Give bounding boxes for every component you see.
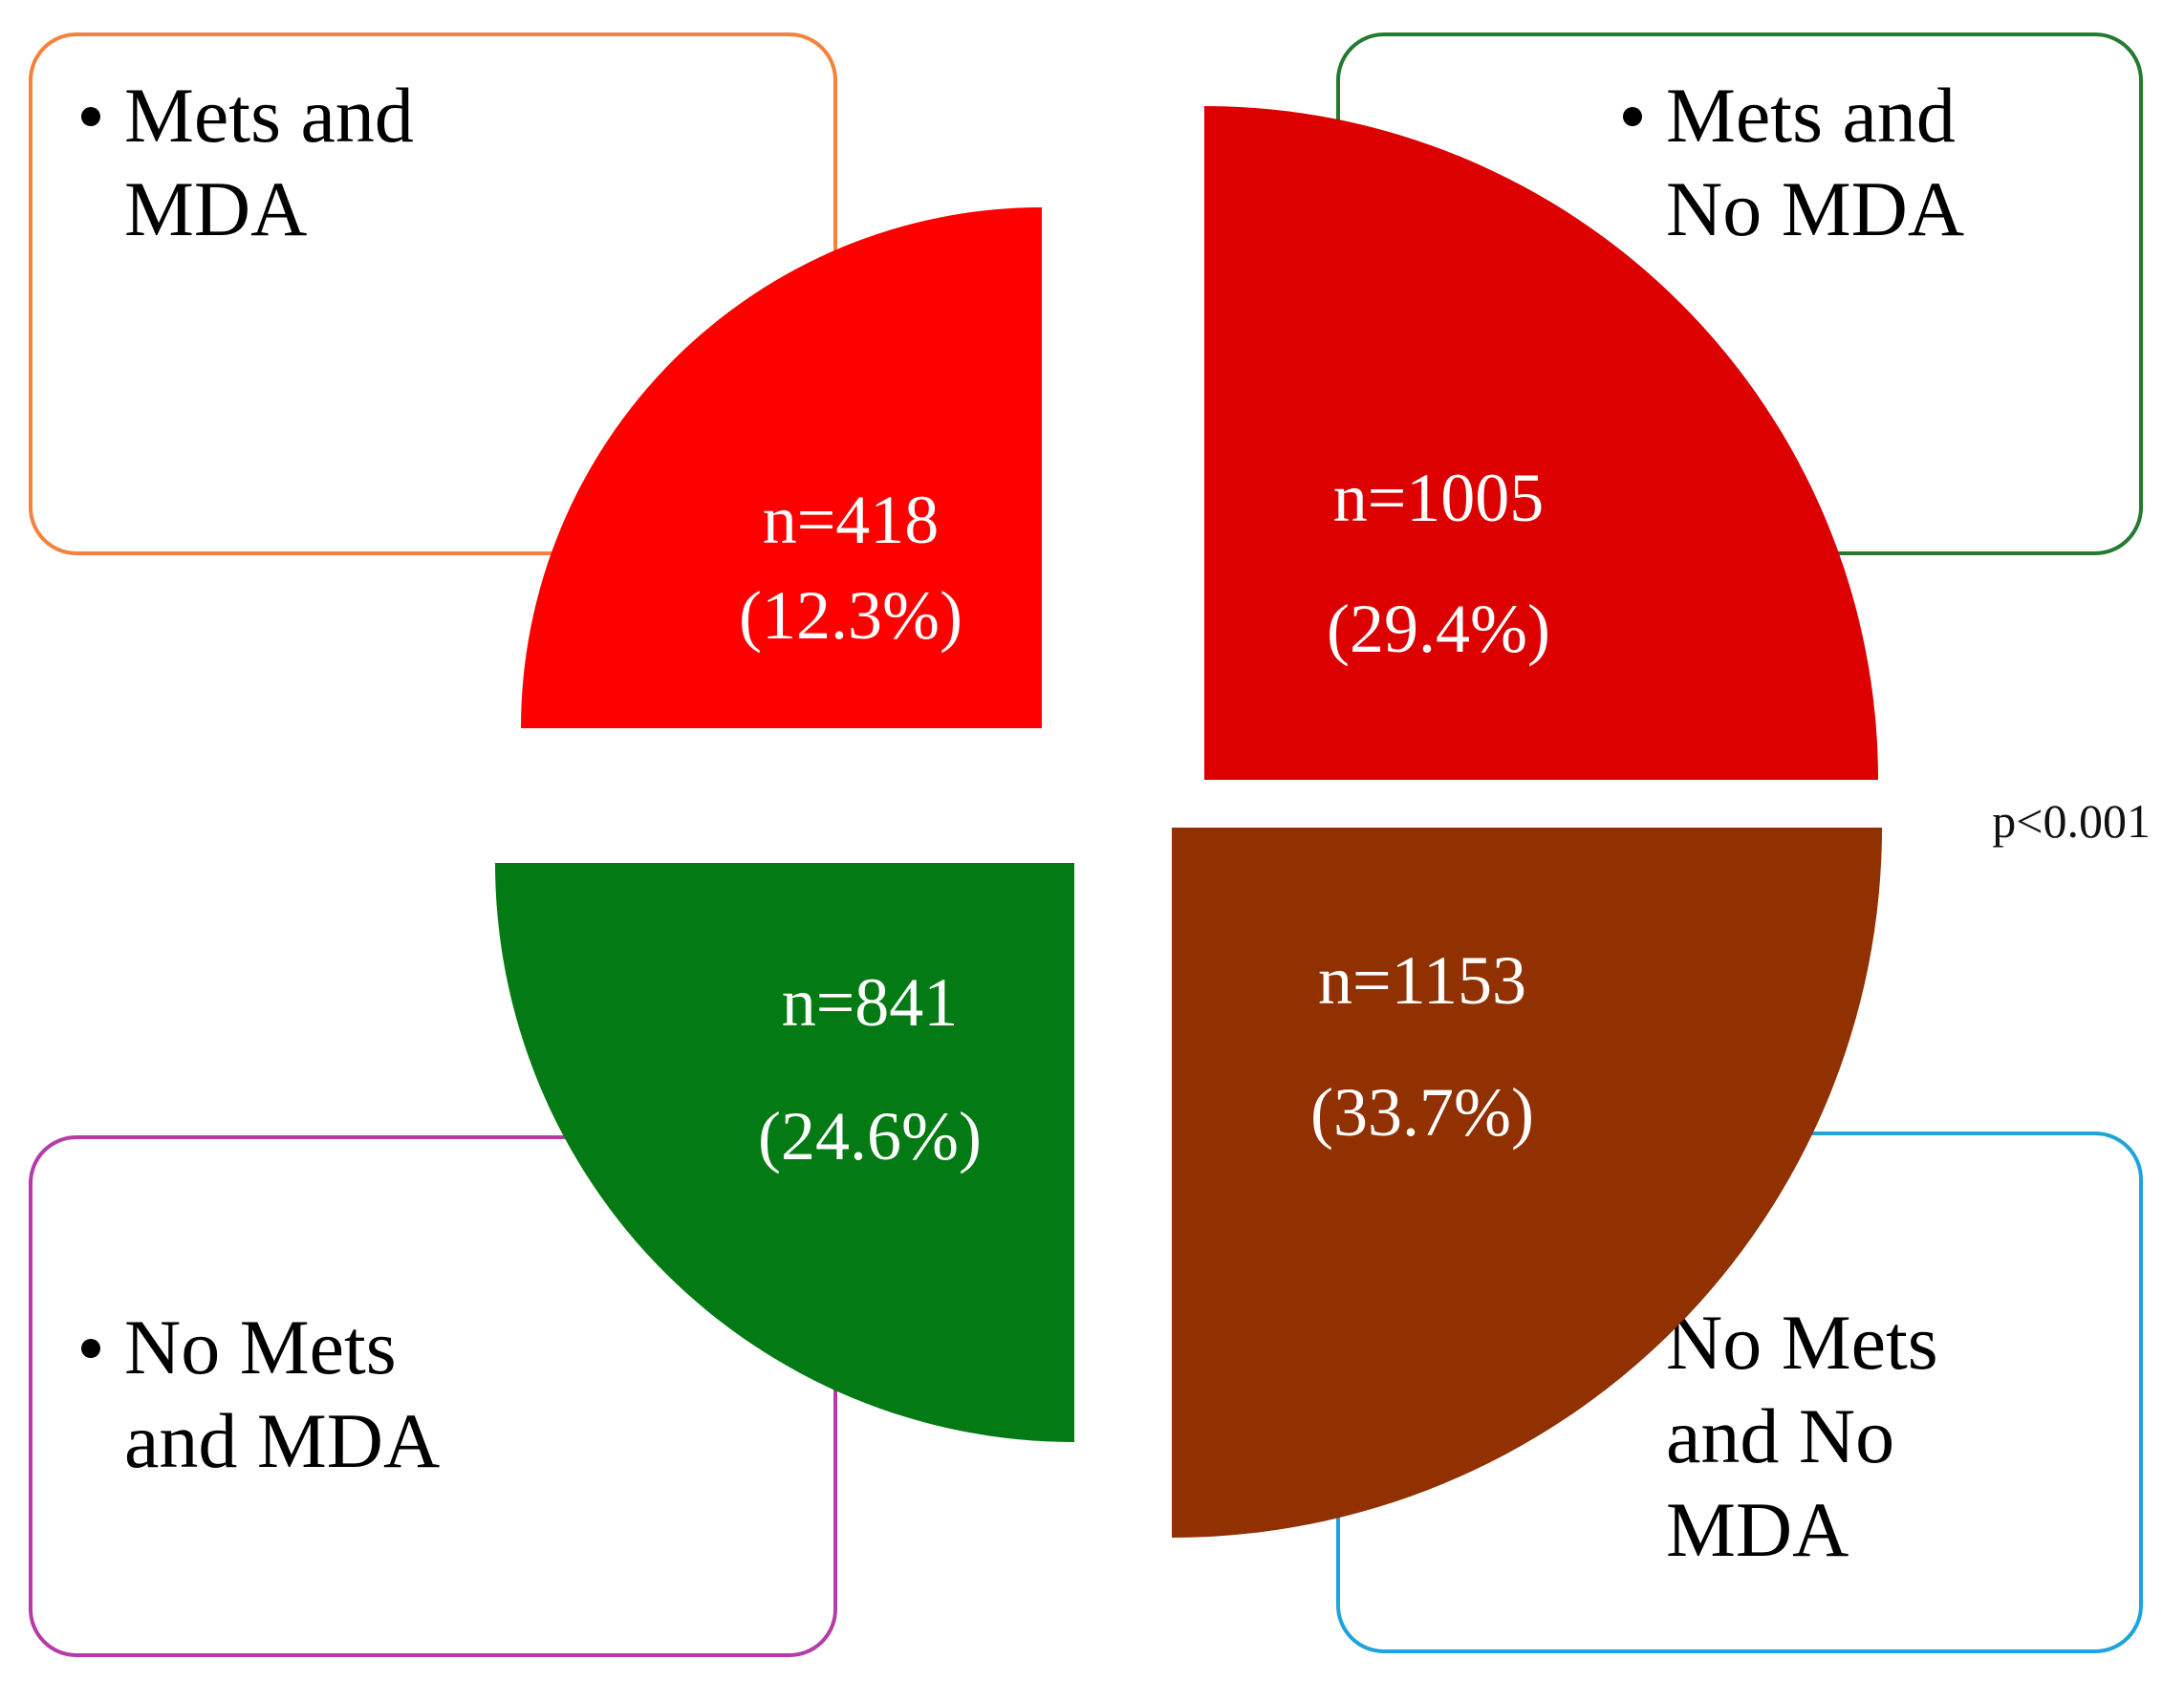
wedge-tl [521,207,1042,728]
wedge-count-label-tr: n=1005 [1333,460,1545,536]
wedge-bl [495,863,1074,1442]
wedge-count-label-tl: n=418 [763,482,940,558]
wedge-percent-label-tr: (29.4%) [1327,591,1550,667]
legend-text-br-line-2: and No [1666,1392,1894,1479]
legend-text-br-line-1: No Mets [1666,1299,1938,1386]
legend-text-br-line-3: MDA [1666,1486,1849,1573]
wedge-tr [1204,106,1878,780]
legend-text-bl-line-1: No Mets [124,1304,397,1390]
wedge-percent-label-bl: (24.6%) [758,1098,982,1175]
legend-text-bl-line-2: and MDA [124,1397,440,1484]
wedge-labels: n=418 (12.3%) n=1005 (29.4%) n=841 (24.6%) n=1… [739,460,1550,1175]
legend-box-bl [29,1135,837,1657]
wedge-count-label-br: n=1153 [1318,942,1526,1019]
wedge-percent-label-br: (33.7%) [1310,1074,1534,1151]
wedge-count-label-bl: n=841 [782,964,959,1041]
legend-bullet-tl [81,107,100,126]
pie-wedges [495,106,1882,1538]
legend-bullet-tr [1623,107,1642,126]
p-value-note: p<0.001 [1992,794,2151,848]
legend-text-tr-line-1: Mets and [1666,72,1956,159]
wedge-br [1172,828,1882,1538]
legend-text-tl-line-2: MDA [124,165,307,252]
wedge-percent-label-tl: (12.3%) [739,577,962,654]
legend-text-tl-line-1: Mets and [124,72,414,159]
legend-text-tr-line-2: No MDA [1666,165,1964,252]
legend-bullet-bl [81,1339,100,1358]
